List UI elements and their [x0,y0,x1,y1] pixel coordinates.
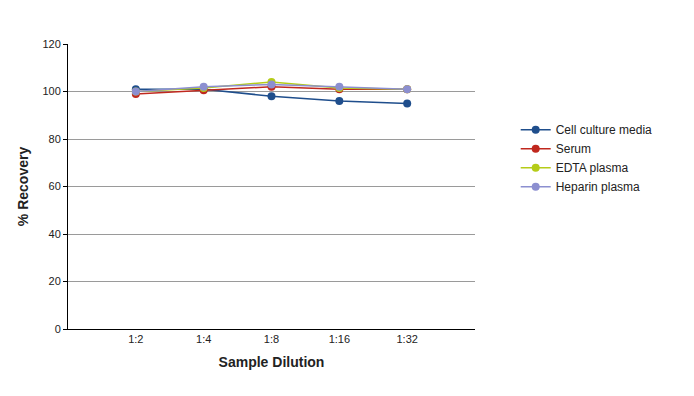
svg-text:60: 60 [49,180,61,192]
svg-text:1:4: 1:4 [196,333,211,345]
svg-text:1:8: 1:8 [264,333,279,345]
svg-text:Heparin plasma: Heparin plasma [556,180,640,194]
svg-text:% Recovery: % Recovery [15,147,31,227]
svg-text:20: 20 [49,275,61,287]
svg-text:Serum: Serum [556,142,591,156]
svg-text:EDTA plasma: EDTA plasma [556,161,629,175]
svg-text:100: 100 [42,85,60,97]
svg-text:120: 120 [42,38,60,50]
svg-text:1:16: 1:16 [329,333,350,345]
svg-text:0: 0 [55,323,61,335]
svg-text:1:2: 1:2 [128,333,143,345]
svg-text:80: 80 [49,133,61,145]
svg-text:Cell culture media: Cell culture media [556,123,652,137]
svg-text:40: 40 [49,228,61,240]
svg-text:1:32: 1:32 [396,333,417,345]
svg-text:Sample Dilution: Sample Dilution [219,354,325,370]
